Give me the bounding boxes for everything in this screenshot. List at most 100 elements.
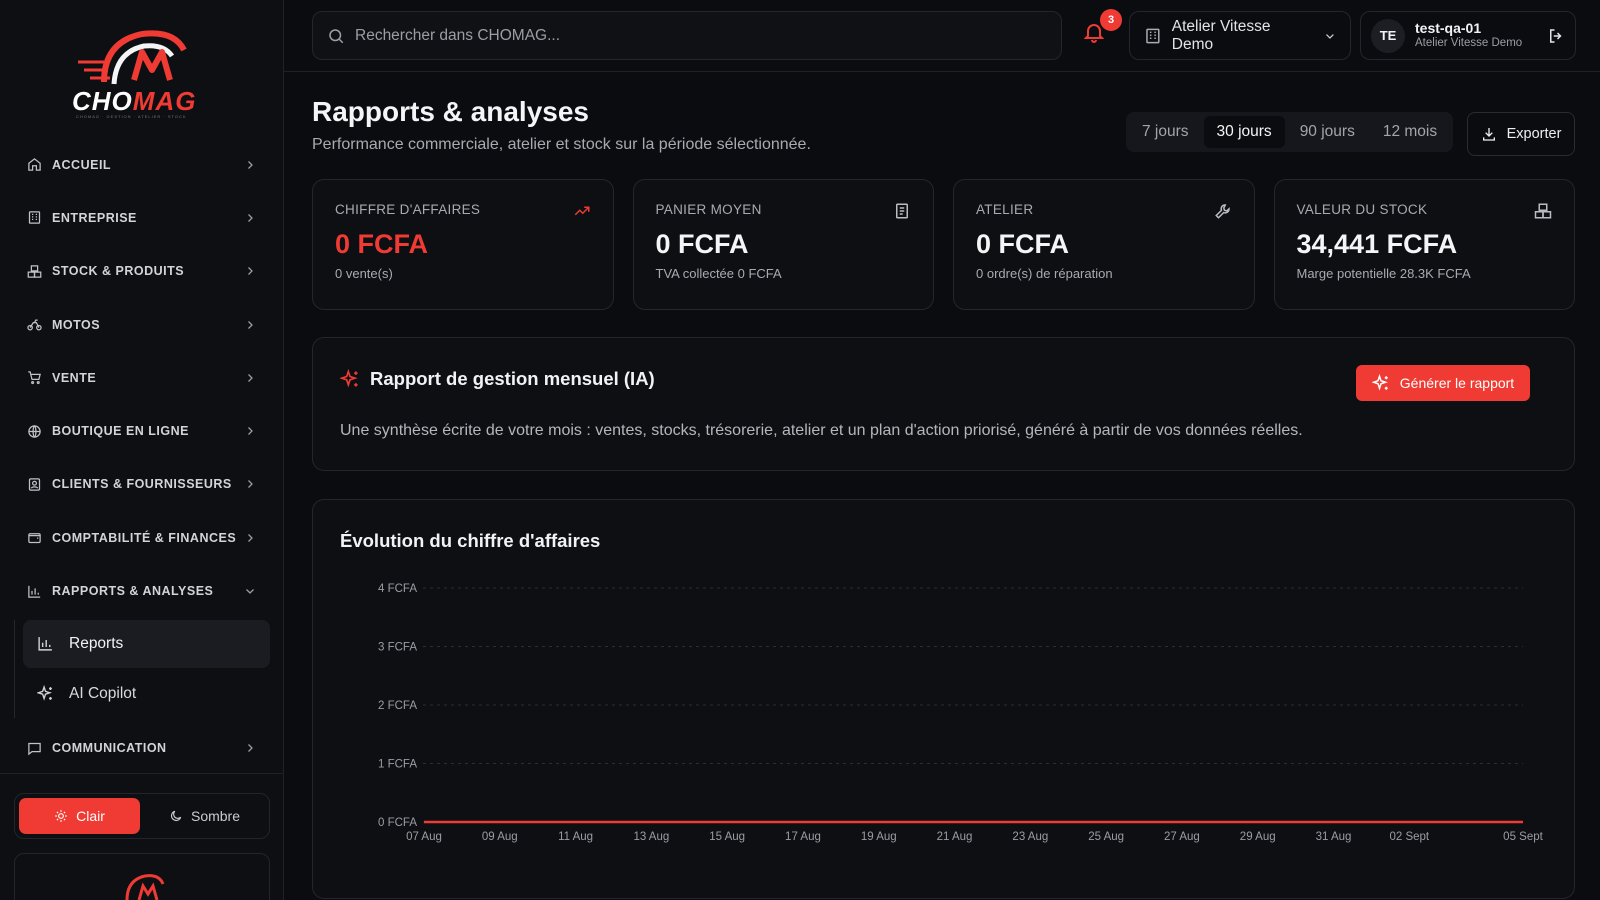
sun-icon [55, 810, 67, 822]
notification-badge: 3 [1100, 9, 1122, 31]
chevron-right-icon [248, 320, 253, 329]
home-icon [26, 157, 42, 173]
x-tick-label: 15 Aug [709, 831, 745, 843]
workspace-name: Atelier Vitesse Demo [1171, 17, 1271, 53]
kpi-value: 0 FCFA [976, 229, 1070, 259]
chomag-logo[interactable]: CHOMAG CHOMAG · GESTION · ATELIER · STOC… [64, 22, 220, 122]
sidebar-subitem-label: Reports [69, 634, 124, 652]
x-tick-label: 13 Aug [633, 831, 669, 843]
x-tick-label: 17 Aug [785, 831, 821, 843]
chevron-right-icon [248, 427, 253, 436]
theme-light-label: Clair [76, 808, 105, 824]
boxes-icon [1534, 203, 1552, 219]
sidebar-item-label: ACCUEIL [52, 157, 112, 172]
chevron-right-icon [248, 160, 253, 169]
kpi-value: 0 FCFA [655, 229, 749, 259]
cart-icon [26, 370, 42, 386]
user-menu[interactable]: TE test-qa-01 Atelier Vitesse Demo [1360, 11, 1576, 60]
rapports-subnav: Reports AI Copilot [14, 619, 270, 718]
kpi-card-basket: PANIER MOYEN 0 FCFA TVA collectée 0 FCFA [632, 179, 934, 310]
y-tick-label: 1 FCFA [378, 759, 417, 771]
kpi-label: PANIER MOYEN [655, 202, 762, 217]
moon-icon [170, 810, 182, 821]
sidebar-item-label: BOUTIQUE EN LIGNE [52, 424, 189, 439]
receipt-icon [896, 203, 908, 219]
period-12-months[interactable]: 12 mois [1382, 123, 1438, 140]
search-icon [329, 28, 344, 43]
building-icon [26, 210, 42, 226]
search-input[interactable] [355, 26, 1061, 45]
main-content: Rapports & analyses Performance commerci… [284, 72, 1600, 900]
export-button[interactable]: Exporter [1467, 112, 1575, 156]
chevron-right-icon [248, 533, 253, 542]
workspace-selector[interactable]: Atelier Vitesse Demo [1129, 11, 1351, 60]
period-30-days[interactable]: 30 jours [1203, 116, 1285, 148]
kpi-label: CHIFFRE D'AFFAIRES [335, 202, 481, 217]
y-tick-label: 3 FCFA [378, 642, 417, 654]
sidebar-item-label: STOCK & PRODUITS [52, 264, 185, 279]
x-tick-label: 05 Sept [1503, 831, 1543, 843]
sidebar-item-rapports[interactable]: RAPPORTS & ANALYSES [14, 564, 270, 617]
bell-icon[interactable] [1082, 20, 1106, 44]
user-name: test-qa-01 [1415, 20, 1482, 37]
sidebar-subitem-label: AI Copilot [69, 684, 137, 702]
sidebar-nav: ACCUEIL ENTREPRISE STOCK & PRODUITS MOTO… [14, 138, 270, 775]
sidebar-brand-card [14, 853, 270, 900]
sidebar-item-label: MOTOS [52, 317, 101, 332]
search-box[interactable] [312, 11, 1062, 60]
sidebar-subitem-reports[interactable]: Reports [23, 619, 270, 668]
sidebar-item-entreprise[interactable]: ENTREPRISE [14, 191, 270, 244]
report-title: Rapport de gestion mensuel (IA) [340, 368, 655, 390]
x-tick-label: 09 Aug [482, 831, 518, 843]
logo-emblem [78, 30, 187, 85]
sidebar-item-clients[interactable]: CLIENTS & FOURNISSEURS [14, 458, 270, 511]
kpi-sub: 0 vente(s) [335, 266, 393, 281]
sidebar-item-communication[interactable]: COMMUNICATION [14, 722, 270, 775]
sidebar-item-label: CLIENTS & FOURNISSEURS [52, 477, 232, 492]
wallet-icon [26, 530, 42, 546]
wrench-icon [1214, 204, 1230, 219]
topbar: 3 Atelier Vitesse Demo TE test-qa-01 Ate… [284, 0, 1600, 72]
sidebar-item-accueil[interactable]: ACCUEIL [14, 138, 270, 191]
sidebar-item-label: ENTREPRISE [52, 210, 137, 225]
kpi-value: 0 FCFA [335, 229, 429, 259]
download-icon [1482, 128, 1495, 141]
logout-icon[interactable] [1547, 27, 1565, 45]
x-tick-label: 31 Aug [1316, 831, 1352, 843]
theme-toggle: Clair Sombre [14, 793, 270, 839]
x-tick-label: 02 Sept [1389, 831, 1429, 843]
page-subtitle: Performance commerciale, atelier et stoc… [312, 136, 811, 153]
sparkles-icon [37, 685, 55, 703]
report-title-text: Rapport de gestion mensuel (IA) [370, 368, 655, 389]
kpi-card-workshop: ATELIER 0 FCFA 0 ordre(s) de réparation [953, 179, 1255, 310]
chevron-down-icon [246, 589, 254, 594]
theme-light-button[interactable]: Clair [19, 798, 140, 834]
sidebar-item-vente[interactable]: VENTE [14, 351, 270, 404]
y-tick-label: 2 FCFA [378, 700, 417, 712]
building-icon [1146, 28, 1160, 43]
sidebar-item-label: RAPPORTS & ANALYSES [52, 584, 214, 599]
kpi-label: ATELIER [976, 202, 1034, 217]
chevron-right-icon [248, 267, 253, 276]
sidebar-item-comptabilite[interactable]: COMPTABILITÉ & FINANCES [14, 511, 270, 564]
period-selector: 7 jours 30 jours 90 jours 12 mois [1126, 112, 1454, 152]
logo-tagline: CHOMAG · GESTION · ATELIER · STOCK [76, 114, 187, 119]
sidebar-item-label: VENTE [52, 370, 97, 385]
sidebar-item-label: COMMUNICATION [52, 741, 167, 756]
kpi-sub: Marge potentielle 28.3K FCFA [1296, 266, 1471, 281]
logo-wordmark: CHOMAG [72, 86, 197, 116]
bike-icon [26, 317, 42, 333]
sidebar-item-stock[interactable]: STOCK & PRODUITS [14, 245, 270, 298]
theme-dark-button[interactable]: Sombre [144, 798, 265, 834]
period-90-days[interactable]: 90 jours [1299, 123, 1355, 140]
generate-report-button[interactable]: Générer le rapport [1356, 365, 1530, 401]
sidebar-item-boutique[interactable]: BOUTIQUE EN LIGNE [14, 404, 270, 457]
period-7-days[interactable]: 7 jours [1142, 123, 1189, 140]
revenue-chart: 0 FCFA 1 FCFA 2 FCFA 3 FCFA 4 FCFA 07 Aug 09 A… [378, 583, 1544, 843]
sparkles-icon [1371, 374, 1388, 391]
sidebar-subitem-ai-copilot[interactable]: AI Copilot [23, 670, 270, 718]
page-title: Rapports & analyses [312, 96, 589, 127]
sidebar-item-motos[interactable]: MOTOS [14, 298, 270, 351]
chevron-right-icon [248, 480, 253, 489]
chevron-down-icon [1326, 33, 1334, 39]
